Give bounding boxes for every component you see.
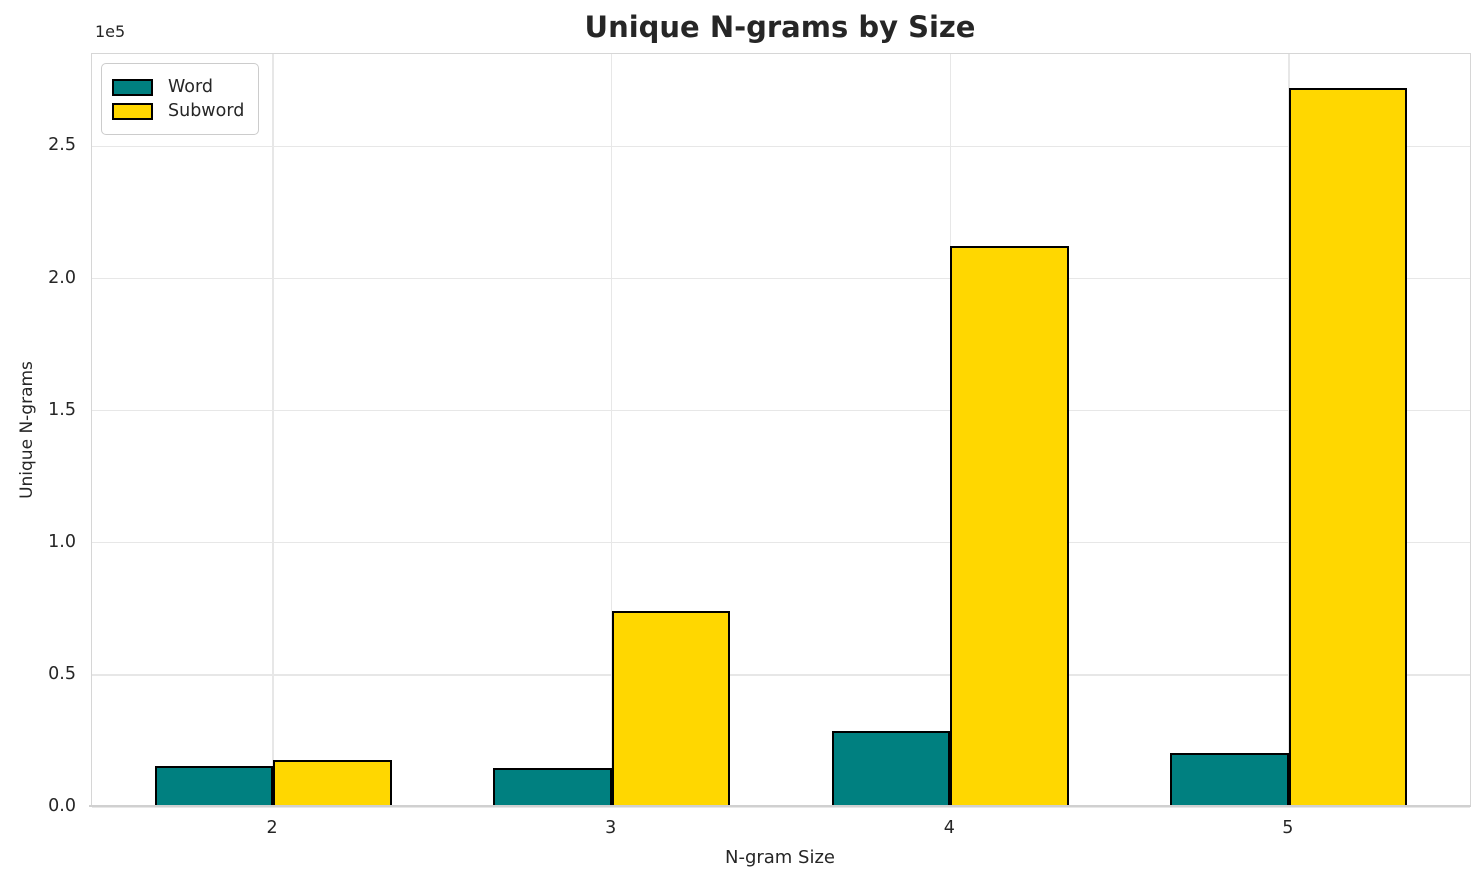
y-axis-label: Unique N-grams bbox=[17, 361, 37, 499]
legend-entry-subword: Subword bbox=[112, 101, 244, 121]
bar-word-5 bbox=[1170, 752, 1289, 807]
x-tick-label-2: 2 bbox=[266, 818, 278, 838]
v-gridline-2 bbox=[272, 54, 274, 807]
x-tick-label-3: 3 bbox=[605, 818, 617, 838]
legend-label-word: Word bbox=[168, 77, 213, 97]
bar-word-3 bbox=[493, 767, 612, 807]
bar-subword-4 bbox=[950, 245, 1069, 807]
v-gridline-3 bbox=[611, 54, 613, 807]
h-gridline-2.5 bbox=[92, 145, 1470, 148]
legend-swatch-word bbox=[112, 78, 153, 96]
y-tick-label-1.0: 1.0 bbox=[48, 531, 76, 552]
h-gridline-1.0 bbox=[92, 542, 1470, 544]
legend-swatch-subword bbox=[112, 102, 153, 120]
bar-word-4 bbox=[831, 731, 951, 807]
plot-area: Word Subword bbox=[91, 53, 1471, 808]
legend-label-subword: Subword bbox=[168, 101, 245, 121]
x-tick-label-5: 5 bbox=[1282, 818, 1294, 838]
bar-subword-5 bbox=[1288, 88, 1408, 807]
y-tick-label-0.5: 0.5 bbox=[48, 663, 76, 684]
bar-subword-2 bbox=[273, 759, 392, 807]
bar-subword-3 bbox=[611, 610, 731, 807]
x-tick-label-4: 4 bbox=[943, 818, 955, 838]
y-tick-label-2.0: 2.0 bbox=[48, 267, 76, 288]
v-gridline-4 bbox=[949, 54, 951, 807]
x-axis-line bbox=[89, 805, 1471, 807]
y-axis-offset-text: 1e5 bbox=[95, 22, 126, 41]
y-tick-label-0.0: 0.0 bbox=[48, 796, 76, 816]
h-gridline-0.5 bbox=[92, 674, 1470, 676]
x-axis-label: N-gram Size bbox=[724, 847, 836, 868]
legend-entry-word: Word bbox=[112, 77, 244, 97]
h-gridline-2.0 bbox=[92, 277, 1470, 280]
v-gridline-5 bbox=[1288, 54, 1290, 807]
y-tick-label-2.5: 2.5 bbox=[48, 135, 76, 156]
h-gridline-1.5 bbox=[92, 410, 1470, 412]
chart-title: Unique N-grams by Size bbox=[584, 10, 976, 44]
y-tick-label-1.5: 1.5 bbox=[48, 399, 76, 420]
bar-word-2 bbox=[154, 766, 274, 807]
legend: Word Subword bbox=[101, 63, 260, 135]
